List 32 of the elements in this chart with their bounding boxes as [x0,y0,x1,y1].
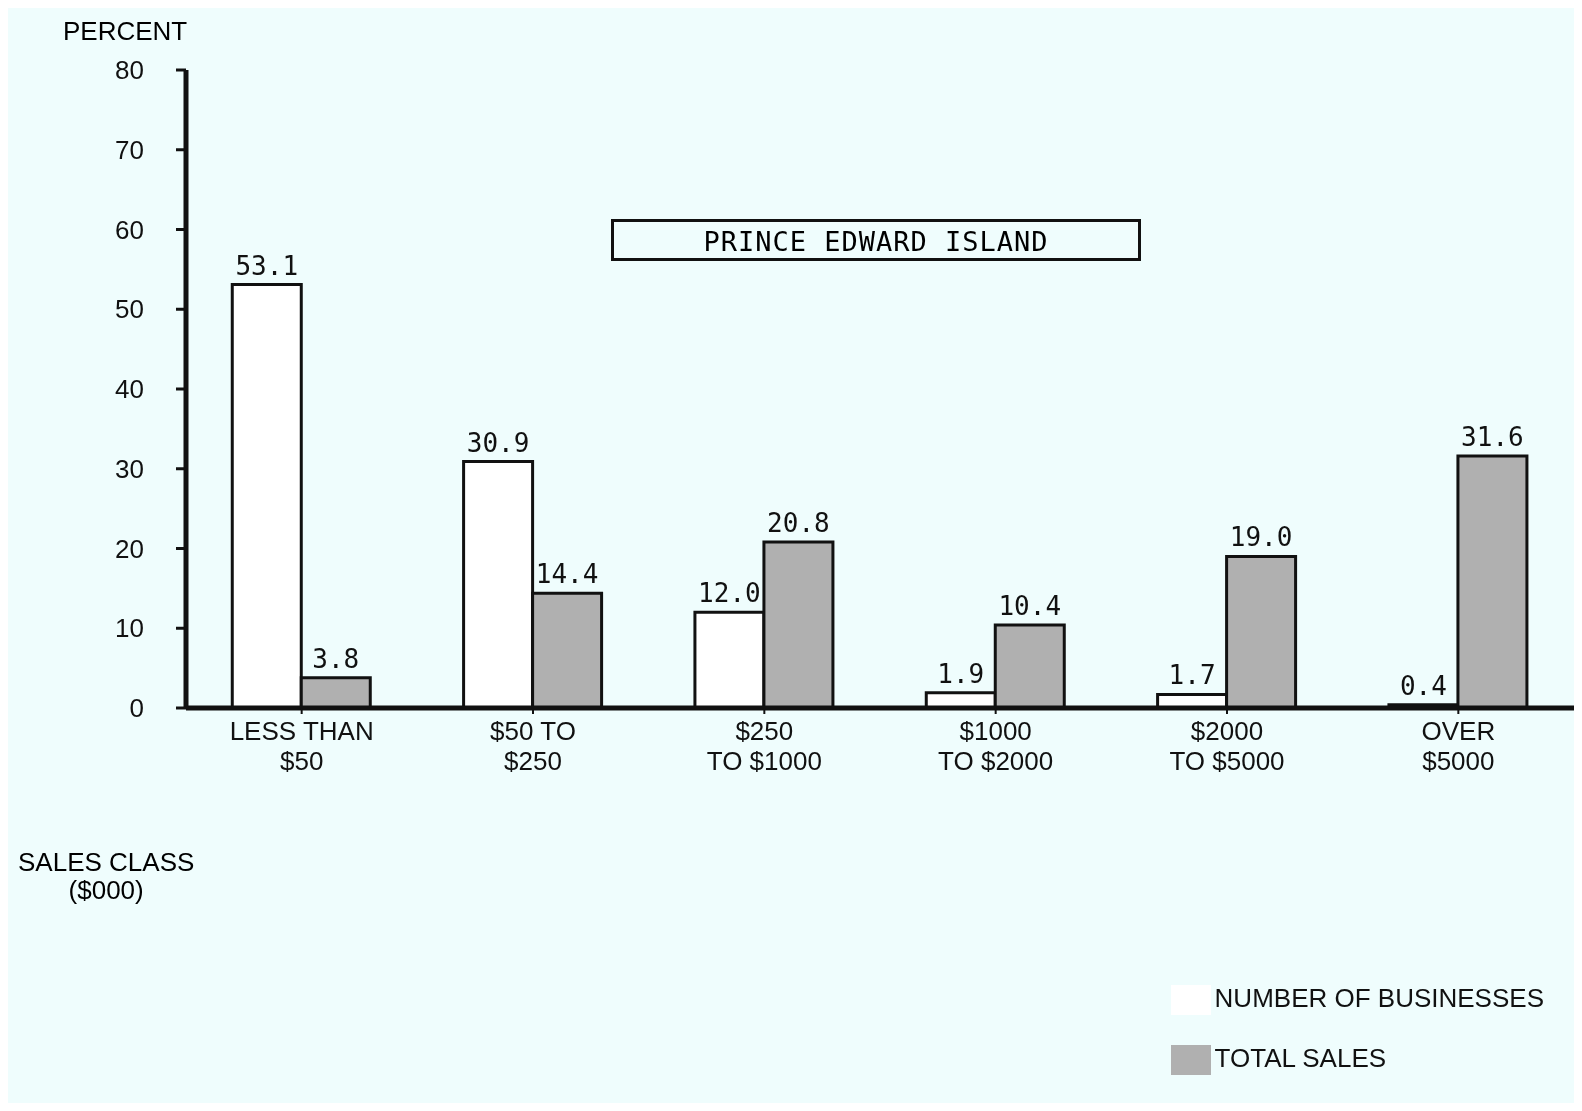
data-label: 20.8 [767,508,830,539]
y-axis-title: PERCENT [63,16,188,47]
x-tick-label: $250 TO $1000 [706,716,822,776]
x-tick-label: LESS THAN $50 [229,716,374,776]
data-label: 1.9 [937,658,985,689]
y-tick-label: 60 [115,214,144,245]
data-label: 30.9 [466,427,530,458]
data-label: 3.8 [312,643,360,674]
data-label: 14.4 [535,559,599,590]
y-tick-label: 80 [115,55,144,86]
data-label: 1.7 [1168,660,1216,691]
data-label: 0.4 [1399,670,1447,701]
data-label: 12.0 [698,578,761,609]
x-tick-label: $2000 TO $5000 [1169,716,1285,776]
x-tick-label: $50 TO $250 [490,716,576,776]
text: PRINCE EDWARD ISLAND [611,219,1141,261]
y-tick-label: 10 [115,613,144,644]
y-tick-label: 70 [115,134,144,165]
y-tick-label: 40 [115,374,144,405]
x-axis-title: SALES CLASS ($000) [18,847,195,905]
legend-label: TOTAL SALES [1214,1043,1387,1073]
y-tick-label: 20 [115,533,144,564]
data-label: 53.1 [235,250,299,281]
data-label: 10.4 [998,591,1062,622]
legend-label: NUMBER OF BUSINESSES [1214,983,1544,1013]
y-tick-label: 0 [129,693,144,724]
data-label: 19.0 [1229,522,1293,553]
x-tick-label: OVER $5000 [1421,716,1496,776]
data-label: 31.6 [1461,421,1524,452]
y-tick-label: 50 [115,294,144,325]
y-tick-label: 30 [115,453,144,484]
x-tick-label: $1000 TO $2000 [938,716,1054,776]
